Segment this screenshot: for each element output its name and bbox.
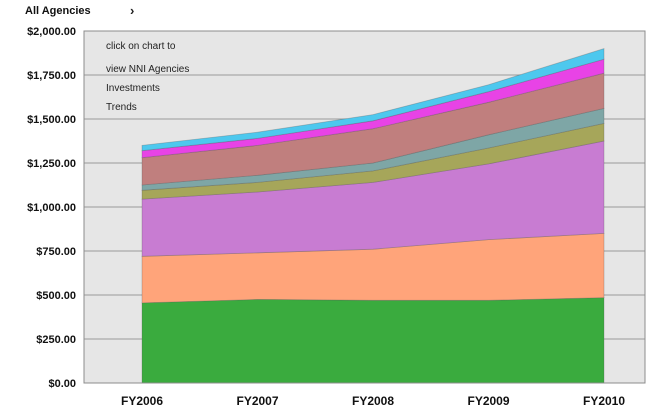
area-series-4[interactable] (141, 122, 605, 200)
x-tick-label: FY2006 (121, 394, 163, 408)
breadcrumb: All Agencies › (0, 0, 655, 26)
area-series-5[interactable] (141, 107, 605, 191)
area-series-8[interactable] (141, 48, 605, 152)
x-tick-label: FY2009 (467, 394, 509, 408)
y-tick-label: $500.00 (36, 290, 76, 302)
x-tick-label: FY2007 (236, 394, 278, 408)
y-axis-ticks: $0.00 $250.00 $500.00 $750.00 $1,000.00 $1,25… (27, 26, 76, 390)
stacked-areas (141, 48, 605, 384)
agency-scope-label[interactable]: All Agencies (25, 5, 91, 17)
x-axis-ticks: FY2006 FY2007 FY2008 FY2009 FY2010 (121, 394, 625, 408)
y-tick-label: $1,500.00 (27, 114, 76, 126)
y-tick-label: $0.00 (48, 378, 76, 390)
x-tick-label: FY2010 (583, 394, 625, 408)
note-line-2: view NNI Agencies (106, 64, 189, 75)
y-tick-label: $2,000.00 (27, 26, 76, 38)
y-tick-label: $750.00 (36, 246, 76, 258)
chart-note: click on chart to view NNI Agencies Inve… (106, 41, 189, 113)
note-line-3: Investments (106, 83, 160, 94)
chevron-right-icon[interactable]: › (130, 3, 135, 18)
plot-frame (83, 30, 646, 384)
area-series-1[interactable] (141, 297, 605, 384)
note-line-4: Trends (106, 102, 137, 113)
y-tick-label: $250.00 (36, 334, 76, 346)
area-series-3[interactable] (141, 140, 605, 257)
note-line-1: click on chart to (106, 41, 176, 52)
y-tick-label: $1,000.00 (27, 202, 76, 214)
y-tick-label: $1,750.00 (27, 70, 76, 82)
x-tick-label: FY2008 (352, 394, 394, 408)
y-tick-label: $1,250.00 (27, 158, 76, 170)
